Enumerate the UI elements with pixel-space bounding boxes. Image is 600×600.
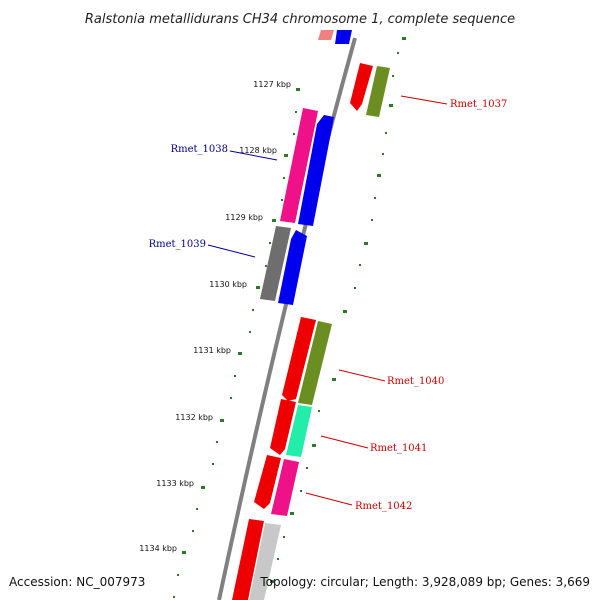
gene-label-rmet-1037[interactable]: Rmet_1037 [450, 99, 507, 110]
gene-rmet-1041-red[interactable] [270, 399, 296, 455]
gene-partial-pink[interactable] [318, 30, 334, 40]
gene-rmet-1042-red[interactable] [254, 455, 281, 509]
gene-label-rmet-1042[interactable]: Rmet_1042 [355, 501, 412, 512]
gene-label-rmet-1038[interactable]: Rmet_1038 [171, 144, 228, 155]
topology-summary-text: Topology: circular; Length: 3,928,089 bp… [259, 575, 590, 589]
tick-label-1128: 1128 kbp [239, 146, 277, 155]
gene-red-1037a[interactable] [350, 63, 373, 111]
gene-label-rmet-1040[interactable]: Rmet_1040 [387, 376, 444, 387]
gene-rmet-1037[interactable] [366, 66, 390, 117]
tick-labels: 1127 kbp 1128 kbp 1129 kbp 1130 kbp 1131… [139, 80, 291, 553]
gene-rmet-1038-blue[interactable] [298, 115, 334, 226]
gene-label-leaders [207, 95, 448, 506]
outer-gene-track [232, 30, 390, 600]
tick-label-1133: 1133 kbp [156, 479, 194, 488]
gene-partial-blue[interactable] [335, 30, 352, 44]
outer-tick-track [270, 37, 406, 583]
gene-label-rmet-1041[interactable]: Rmet_1041 [370, 443, 427, 454]
gene-rmet-1041[interactable] [286, 405, 312, 457]
tick-label-1127: 1127 kbp [253, 80, 291, 89]
gene-rmet-1039-gray[interactable] [260, 226, 291, 301]
gene-rmet-1039-blue[interactable] [278, 230, 307, 305]
gene-red-bottom[interactable] [232, 519, 264, 600]
tick-label-1129: 1129 kbp [225, 213, 263, 222]
gene-gray-bottom[interactable] [249, 523, 281, 600]
inner-tick-track [173, 88, 300, 598]
chromosome-backbone [217, 37, 357, 600]
gene-labels: Rmet_1037 Rmet_1038 Rmet_1039 Rmet_1040 … [149, 99, 508, 512]
gene-rmet-1042[interactable] [271, 459, 299, 516]
gene-rmet-1038-magenta[interactable] [280, 108, 318, 223]
gene-label-rmet-1039[interactable]: Rmet_1039 [149, 239, 206, 250]
gene-rmet-1040-red[interactable] [282, 317, 316, 401]
tick-label-1131: 1131 kbp [193, 346, 231, 355]
tick-label-1134: 1134 kbp [139, 544, 177, 553]
gene-rmet-1040[interactable] [298, 321, 332, 405]
map-title: Ralstonia metallidurans CH34 chromosome … [85, 12, 515, 27]
tick-label-1132: 1132 kbp [175, 413, 213, 422]
accession-text: Accession: NC_007973 [9, 575, 145, 589]
tick-label-1130: 1130 kbp [209, 280, 247, 289]
